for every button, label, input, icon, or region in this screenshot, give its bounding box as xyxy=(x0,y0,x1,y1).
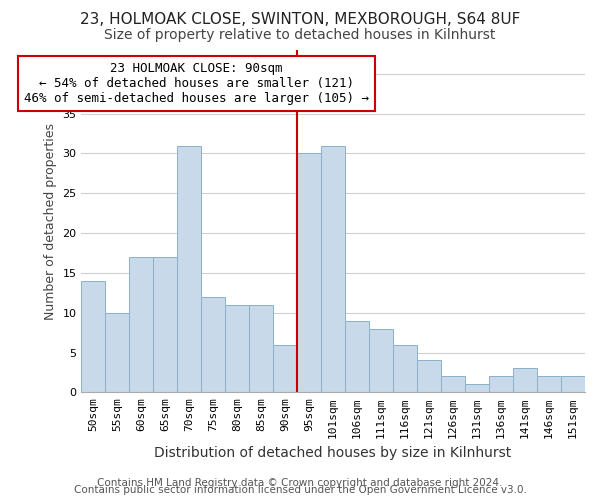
Text: 23 HOLMOAK CLOSE: 90sqm
← 54% of detached houses are smaller (121)
46% of semi-d: 23 HOLMOAK CLOSE: 90sqm ← 54% of detache… xyxy=(24,62,369,105)
X-axis label: Distribution of detached houses by size in Kilnhurst: Distribution of detached houses by size … xyxy=(154,446,512,460)
Bar xyxy=(201,297,225,392)
Y-axis label: Number of detached properties: Number of detached properties xyxy=(44,122,56,320)
Bar xyxy=(345,320,369,392)
Bar xyxy=(297,154,321,392)
Bar xyxy=(273,344,297,393)
Bar xyxy=(393,344,417,393)
Text: Size of property relative to detached houses in Kilnhurst: Size of property relative to detached ho… xyxy=(104,28,496,42)
Text: Contains HM Land Registry data © Crown copyright and database right 2024.: Contains HM Land Registry data © Crown c… xyxy=(97,478,503,488)
Text: Contains public sector information licensed under the Open Government Licence v3: Contains public sector information licen… xyxy=(74,485,526,495)
Bar xyxy=(153,257,177,392)
Bar xyxy=(225,304,249,392)
Bar xyxy=(465,384,489,392)
Bar xyxy=(177,146,201,392)
Bar xyxy=(369,328,393,392)
Bar xyxy=(441,376,465,392)
Bar xyxy=(249,304,273,392)
Bar xyxy=(81,281,105,392)
Text: 23, HOLMOAK CLOSE, SWINTON, MEXBOROUGH, S64 8UF: 23, HOLMOAK CLOSE, SWINTON, MEXBOROUGH, … xyxy=(80,12,520,28)
Bar xyxy=(321,146,345,392)
Bar xyxy=(537,376,561,392)
Bar xyxy=(129,257,153,392)
Bar xyxy=(489,376,513,392)
Bar xyxy=(417,360,441,392)
Bar xyxy=(105,312,129,392)
Bar xyxy=(513,368,537,392)
Bar xyxy=(561,376,585,392)
